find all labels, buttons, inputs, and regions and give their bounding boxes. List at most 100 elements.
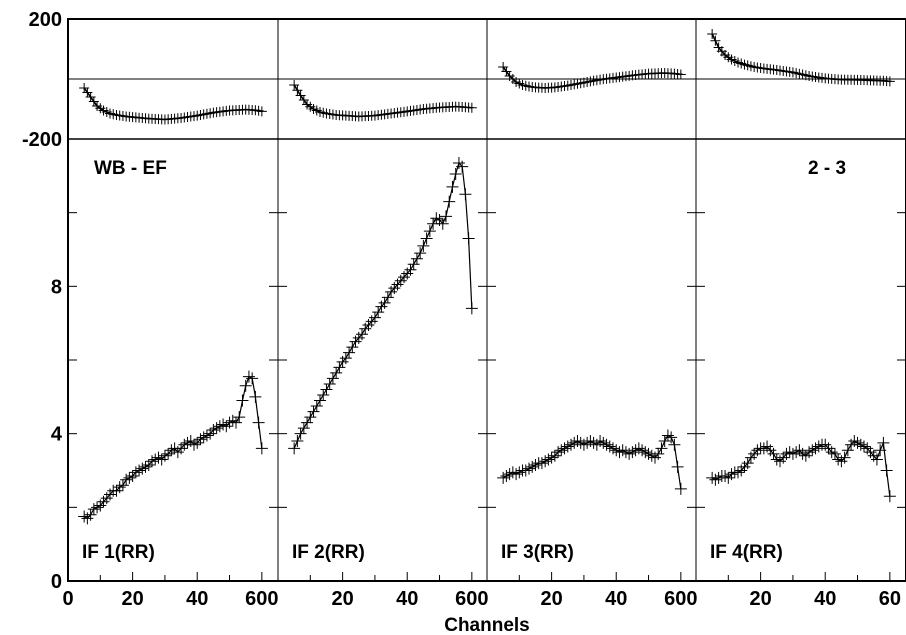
amplitude-marker: [639, 446, 652, 459]
amplitude-marker: [294, 427, 307, 440]
x-tick-label: 20: [749, 588, 771, 610]
amplitude-line: [83, 375, 263, 520]
top-y-tick-label: -200: [22, 129, 62, 151]
amplitude-marker: [443, 195, 456, 208]
amplitude-line: [711, 440, 891, 497]
amplitude-marker: [870, 453, 883, 466]
amplitude-marker: [91, 501, 104, 514]
amplitude-marker: [291, 435, 304, 448]
antennas-annotation: 2 - 3: [808, 158, 846, 179]
amplitude-marker: [136, 462, 149, 475]
x-tick-label: 0: [62, 588, 73, 610]
amplitude-marker: [577, 438, 590, 451]
amplitude-marker: [655, 442, 668, 455]
amplitude-marker: [165, 444, 178, 457]
amplitude-marker: [133, 464, 146, 477]
amplitude-marker: [757, 442, 770, 455]
amplitude-marker: [854, 438, 867, 451]
amplitude-marker: [616, 444, 629, 457]
amplitude-marker: [146, 455, 158, 468]
amplitude-marker: [217, 418, 230, 431]
amplitude-marker: [594, 435, 607, 448]
amplitude-marker: [188, 438, 200, 451]
x-tick-label: 40: [814, 588, 836, 610]
amplitude-marker: [343, 346, 356, 359]
amplitude-marker: [665, 431, 678, 444]
amplitude-marker: [535, 457, 548, 470]
amplitude-marker: [851, 436, 864, 449]
amplitude-marker: [649, 451, 661, 464]
amplitude-marker: [84, 508, 97, 521]
bottom-y-tick-label: 4: [51, 424, 63, 446]
phase-marker: [466, 102, 477, 113]
amplitude-marker: [78, 510, 91, 523]
x-tick-label: 60: [879, 588, 901, 610]
x-tick-label: 40: [396, 588, 418, 610]
amplitude-marker: [858, 440, 870, 453]
x-tick-label: 40: [186, 588, 208, 610]
amplitude-marker: [741, 457, 754, 470]
amplitude-marker: [790, 446, 803, 459]
amplitude-marker: [446, 180, 459, 193]
x-tick-label: 20: [331, 588, 353, 610]
amplitude-marker: [255, 442, 268, 455]
amplitude-marker: [368, 311, 381, 324]
panel-label: IF 3(RR): [501, 542, 574, 563]
amplitude-marker: [500, 470, 513, 483]
amplitude-marker: [600, 438, 613, 451]
amplitude-marker: [307, 405, 320, 418]
amplitude-marker: [571, 435, 584, 448]
amplitude-marker: [668, 438, 681, 451]
amplitude-marker: [519, 464, 532, 477]
amplitude-marker: [330, 366, 343, 379]
phase-marker: [675, 69, 686, 80]
amplitude-marker: [246, 372, 259, 385]
amplitude-marker: [297, 422, 310, 435]
phase-marker: [884, 76, 895, 87]
panel-label: IF 1(RR): [82, 542, 155, 563]
amplitude-marker: [552, 446, 565, 459]
phase-line: [502, 66, 681, 89]
amplitude-marker: [565, 438, 577, 451]
amplitude-marker: [449, 167, 462, 180]
amplitude-marker: [194, 433, 207, 446]
amplitude-marker: [120, 473, 133, 486]
amplitude-marker: [378, 296, 391, 309]
amplitude-marker: [233, 411, 246, 424]
text-labels: 200 -200 0 4 8 0 20 40 600 20 40 600 20 40 600 20 40 60 Ch…: [22, 9, 901, 635]
phase-marker: [707, 29, 718, 39]
amplitude-marker: [407, 258, 420, 271]
amplitude-marker: [200, 429, 213, 442]
amplitude-marker: [652, 447, 665, 460]
amplitude-marker: [317, 388, 330, 401]
amplitude-marker: [841, 444, 854, 457]
amplitude-marker: [809, 442, 822, 455]
amplitude-marker: [497, 471, 510, 484]
amplitude-marker: [304, 411, 317, 424]
amplitude-marker: [767, 447, 780, 460]
amplitude-marker: [116, 479, 129, 492]
amplitude-marker: [874, 444, 887, 457]
amplitude-marker: [430, 212, 443, 225]
amplitude-marker: [626, 446, 639, 459]
amplitude-marker: [226, 414, 239, 427]
panel-label: IF 4(RR): [710, 542, 783, 563]
tick-marks: [68, 212, 906, 581]
amplitude-marker: [288, 442, 301, 455]
amplitude-marker: [381, 291, 394, 304]
amplitude-marker: [671, 460, 684, 473]
amplitude-marker: [465, 302, 478, 315]
amplitude-marker: [674, 482, 687, 495]
x-tick-label: 600: [455, 588, 488, 610]
bottom-y-tick-label: 0: [51, 571, 62, 593]
amplitude-marker: [197, 431, 210, 444]
amplitude-marker: [709, 473, 722, 486]
amplitude-marker: [420, 232, 433, 245]
amplitude-marker: [404, 263, 417, 276]
amplitude-marker: [825, 446, 838, 459]
amplitude-marker: [440, 210, 452, 223]
amplitude-marker: [661, 429, 674, 442]
amplitude-marker: [770, 453, 783, 466]
x-tick-label: 600: [664, 588, 697, 610]
amplitude-line: [293, 161, 473, 449]
